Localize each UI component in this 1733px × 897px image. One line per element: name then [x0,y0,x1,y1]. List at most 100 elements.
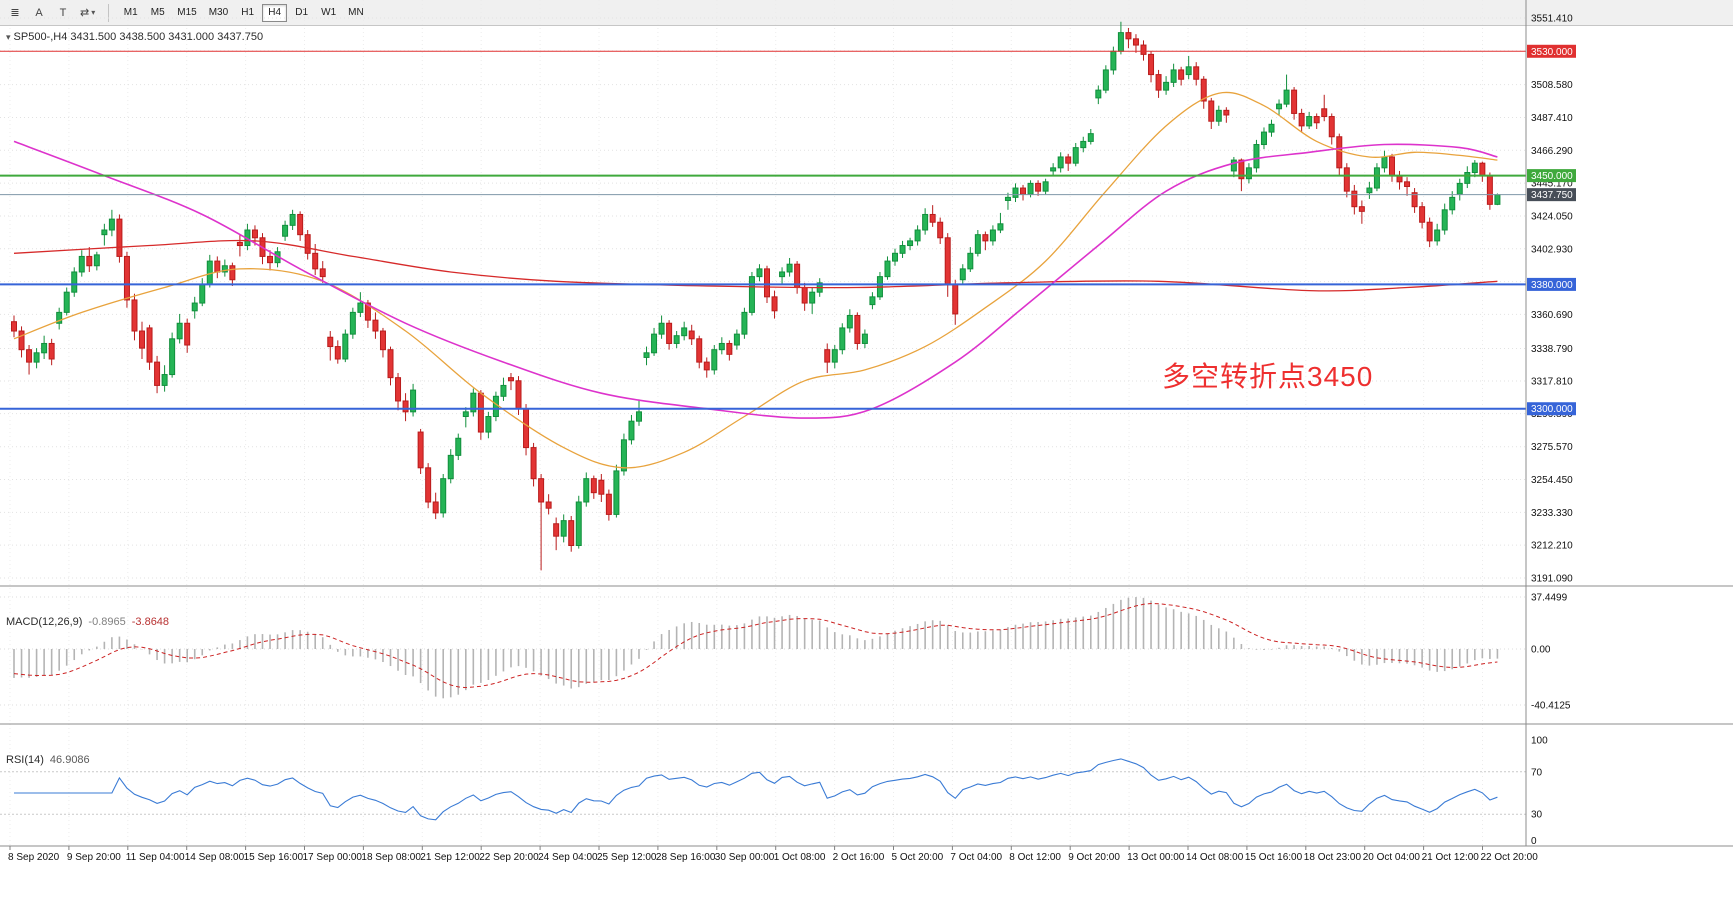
candle-body [1080,140,1087,149]
candle-body [545,501,552,509]
candle-body [1065,156,1072,164]
time-axis-label: 1 Oct 08:00 [774,852,826,863]
candle-body [515,380,522,410]
candle-body [726,342,733,355]
candle-body [583,478,590,503]
candle-body [523,408,530,449]
horizontal-level-lines[interactable] [0,50,1526,410]
candle-body [93,254,100,267]
candle-body [1185,66,1192,76]
price-badge [1527,277,1576,291]
candle-body [1456,182,1463,195]
candle-body [1411,192,1418,208]
candle-body [1004,196,1011,201]
candle-body [1373,167,1380,189]
candle-body [1245,167,1252,180]
rsi-line [14,758,1498,821]
candle-body [929,213,936,223]
macd-title: MACD(12,26,9) [6,616,83,628]
time-axis[interactable]: 8 Sep 2020 9 Sep 20:00 11 Sep 04:00 14 Sep … [8,846,1538,863]
time-axis-label: 21 Sep 12:00 [420,852,480,863]
price-scale-label: 3508.580 [1531,80,1573,91]
candle-body [666,322,673,344]
price-scale-label: 3275.570 [1531,442,1573,453]
candle-body [199,283,206,304]
price-scale-label: 3487.410 [1531,113,1573,124]
price-badge-label: 3530.000 [1531,47,1573,58]
timeframe-w1-button[interactable]: W1 [316,4,341,22]
time-axis-label: 22 Oct 20:00 [1481,852,1539,863]
type-tool-button[interactable]: T [52,3,74,23]
candle-body [26,349,33,363]
text-label-tool-button[interactable]: A [28,3,50,23]
timeframe-h1-button[interactable]: H1 [235,4,260,22]
candle-body [1494,194,1501,205]
timeframe-h4-button[interactable]: H4 [262,3,288,22]
candle-body [289,213,296,226]
candle-body [884,260,891,278]
candle-body [349,311,356,335]
timeframe-mn-button[interactable]: MN [343,4,369,22]
candle-body [846,314,853,329]
candle-body [1208,100,1215,122]
time-axis-label: 8 Oct 12:00 [1009,852,1061,863]
candle-body [824,349,831,363]
candle-body [447,454,454,480]
candle-body [703,361,710,371]
candle-body [507,377,514,382]
candle-body [477,392,484,433]
timeframe-m5-button[interactable]: M5 [145,4,170,22]
candle-body [952,283,959,315]
chart-canvas[interactable]: 3551.4103530.2903508.5803487.4103466.290… [0,0,1733,871]
candle-body [1313,116,1320,124]
candle-body [989,229,996,242]
candle-body [1102,69,1109,91]
time-axis-label: 11 Sep 04:00 [126,852,185,863]
candle-body [1464,172,1471,184]
candle-body [1449,196,1456,211]
candle-body [116,218,123,257]
candle-body [560,520,567,537]
candle-body [771,296,778,312]
pane-separators[interactable] [0,0,1733,847]
candle-body [1170,69,1177,83]
candle-body [176,322,183,340]
candle-body [11,321,17,332]
candle-body [937,221,944,239]
drawing-tools-dropdown[interactable]: ⇄ ▾ [76,3,99,23]
candle-body [402,400,409,413]
chart-list-icon[interactable]: ≣ [4,3,26,23]
candle-body [974,234,981,254]
candle-body [711,349,718,371]
candle-body [1336,136,1343,169]
candle-body [312,252,319,270]
candle-body [1351,190,1358,208]
price-scale-label: 3551.410 [1531,14,1573,25]
time-axis-label: 14 Oct 08:00 [1186,852,1244,863]
price-scale-label: 3445.170 [1531,179,1573,190]
candle-body [1125,32,1132,40]
symbol-ohlc-text: SP500-,H4 3431.500 3438.500 3431.000 343… [13,31,264,43]
macd-histogram [13,597,1499,699]
price-scale[interactable]: 3551.4103530.2903508.5803487.4103466.290… [1527,14,1576,848]
candle-body [1358,206,1365,212]
candle-body [372,319,379,332]
timeframe-m1-button[interactable]: M1 [118,4,143,22]
candle-body [673,335,680,344]
candle-body [1095,89,1102,99]
candle-body [1238,159,1245,180]
price-badge-label: 3437.750 [1531,190,1573,201]
macd-value-signal: -3.8648 [131,616,170,628]
candle-body [1155,74,1162,91]
candle-body [922,213,929,231]
candle-body [598,479,605,495]
candle-body [1486,175,1493,205]
candle-body [839,327,846,351]
candle-body [1230,159,1237,172]
timeframe-m30-button[interactable]: M30 [204,4,233,22]
candle-body [364,302,371,321]
timeframe-d1-button[interactable]: D1 [289,4,314,22]
candle-body [1291,89,1298,114]
candle-body [854,314,861,344]
